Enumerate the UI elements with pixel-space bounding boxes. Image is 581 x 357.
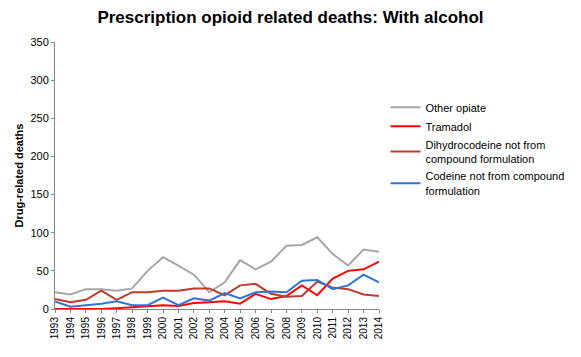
svg-text:2012: 2012: [342, 317, 353, 340]
svg-text:300: 300: [30, 74, 48, 86]
svg-text:2013: 2013: [358, 317, 369, 340]
svg-text:1995: 1995: [80, 317, 91, 340]
svg-text:2004: 2004: [219, 317, 230, 340]
svg-text:2000: 2000: [157, 317, 168, 340]
svg-text:2014: 2014: [373, 317, 384, 340]
svg-text:1996: 1996: [96, 317, 107, 340]
svg-text:2009: 2009: [296, 317, 307, 340]
svg-text:350: 350: [30, 36, 48, 48]
svg-text:1998: 1998: [126, 317, 137, 340]
svg-text:2001: 2001: [173, 317, 184, 340]
svg-text:Dihydrocodeine not fromcompoun: Dihydrocodeine not fromcompound formulat…: [425, 139, 545, 165]
svg-text:1993: 1993: [49, 317, 60, 340]
svg-text:2010: 2010: [312, 317, 323, 340]
svg-text:50: 50: [37, 265, 49, 277]
svg-text:Codeine not from compoundformu: Codeine not from compoundformulation: [425, 170, 564, 196]
svg-text:Prescription opioid related de: Prescription opioid related deaths: With…: [97, 8, 483, 27]
svg-text:2008: 2008: [281, 317, 292, 340]
svg-text:1997: 1997: [111, 317, 122, 340]
svg-text:200: 200: [30, 150, 48, 162]
svg-text:1999: 1999: [142, 317, 153, 340]
svg-text:150: 150: [30, 188, 48, 200]
svg-text:Other opiate: Other opiate: [425, 102, 486, 114]
svg-text:2005: 2005: [234, 317, 245, 340]
svg-text:Drug-related deaths: Drug-related deaths: [13, 124, 25, 228]
svg-text:0: 0: [43, 303, 49, 315]
svg-text:2006: 2006: [250, 317, 261, 340]
svg-text:250: 250: [30, 112, 48, 124]
svg-text:Tramadol: Tramadol: [425, 121, 471, 133]
svg-text:2003: 2003: [204, 317, 215, 340]
svg-text:1994: 1994: [65, 317, 76, 340]
svg-text:100: 100: [30, 227, 48, 239]
svg-text:2011: 2011: [327, 317, 338, 339]
svg-text:2007: 2007: [265, 317, 276, 340]
svg-text:2002: 2002: [188, 317, 199, 340]
